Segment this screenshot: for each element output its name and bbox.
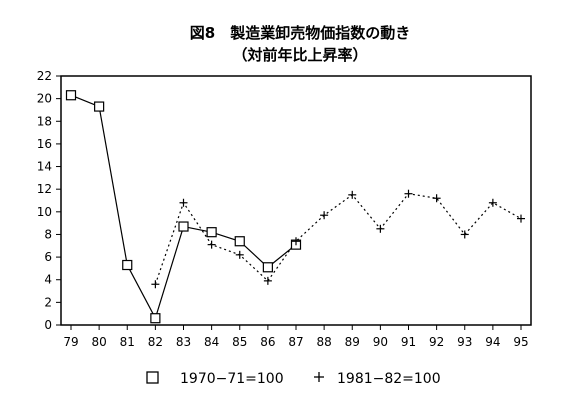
data-point-plus <box>488 198 497 207</box>
legend-square-marker <box>146 371 159 384</box>
data-point-plus <box>235 250 244 259</box>
y-tick-label: 16 <box>37 137 52 151</box>
legend-label-1981-82: 1981−82=100 <box>337 371 441 387</box>
y-tick-label: 4 <box>44 273 52 287</box>
data-point-square <box>262 262 273 273</box>
x-tick-label: 86 <box>260 335 275 349</box>
data-point-plus <box>376 224 385 233</box>
data-point-square <box>122 259 133 271</box>
y-axis: 0 2 4 6 8 10 12 14 16 18 20 22 <box>37 69 61 332</box>
data-point-plus <box>460 230 469 239</box>
data-point-square <box>178 221 189 232</box>
x-tick-label: 95 <box>513 335 528 349</box>
plot-area <box>60 75 532 326</box>
y-tick-label: 6 <box>44 250 52 264</box>
data-point-square <box>234 236 245 247</box>
x-tick-label: 83 <box>176 335 191 349</box>
data-point-square <box>150 313 161 324</box>
x-tick-label: 80 <box>91 335 106 349</box>
data-point-plus <box>292 237 300 246</box>
y-tick-label: 14 <box>37 160 52 174</box>
data-point-plus <box>432 194 441 203</box>
x-tick-label: 92 <box>429 335 444 349</box>
y-tick-label: 18 <box>37 114 52 128</box>
x-tick-label: 94 <box>485 335 500 349</box>
y-tick-label: 20 <box>37 92 52 106</box>
x-tick-label: 79 <box>63 335 78 349</box>
data-point-plus <box>179 198 188 207</box>
y-tick-label: 0 <box>44 318 52 332</box>
x-tick-label: 87 <box>288 335 303 349</box>
x-tick-label: 82 <box>148 335 163 349</box>
series-layer <box>65 90 525 324</box>
x-tick-label: 89 <box>345 335 360 349</box>
y-tick-label: 8 <box>44 227 52 241</box>
x-tick-label: 91 <box>401 335 416 349</box>
chart-subtitle: （対前年比上昇率） <box>232 46 367 64</box>
legend: 1970−71=100 1981−82=100 <box>146 371 441 387</box>
data-point-plus <box>151 280 160 289</box>
x-tick-label: 84 <box>204 335 219 349</box>
data-point-plus <box>404 189 413 198</box>
chart-title: 図8 製造業卸売物価指数の動き <box>190 24 410 42</box>
y-tick-label: 2 <box>44 295 52 309</box>
data-point-plus <box>320 211 329 220</box>
series-line-1 <box>154 193 522 285</box>
x-tick-label: 81 <box>120 335 135 349</box>
x-tick-label: 90 <box>373 335 388 349</box>
y-tick-label: 10 <box>37 205 52 219</box>
legend-plus-marker <box>314 372 324 382</box>
x-tick-label: 88 <box>316 335 331 349</box>
x-axis: 79 80 81 82 83 84 85 86 87 88 89 90 91 92 93 94 95 <box>63 325 529 349</box>
y-tick-label: 22 <box>37 69 52 83</box>
data-point-square <box>65 90 77 101</box>
data-point-plus <box>348 190 357 199</box>
data-point-plus <box>207 240 216 249</box>
legend-label-1970-71: 1970−71=100 <box>180 371 284 387</box>
data-point-square <box>94 101 105 112</box>
y-tick-label: 12 <box>37 182 52 196</box>
data-point-plus <box>517 214 525 223</box>
data-point-plus <box>263 276 272 285</box>
x-tick-label: 85 <box>232 335 247 349</box>
x-tick-label: 93 <box>457 335 472 349</box>
data-point-square <box>206 227 217 238</box>
